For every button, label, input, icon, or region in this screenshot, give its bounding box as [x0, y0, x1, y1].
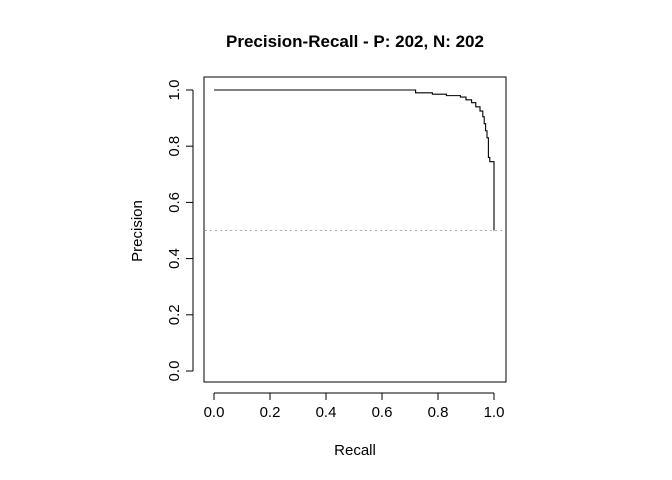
x-tick-label: 0.6: [372, 404, 393, 421]
y-axis: 0.0 0.2 0.4 0.6 0.8 1.0: [166, 80, 194, 382]
x-tick-label: 0.0: [204, 404, 225, 421]
plot-area: [205, 89, 505, 231]
x-axis: 0.0 0.2 0.4 0.6 0.8 1.0: [204, 392, 505, 421]
x-tick-label: 1.0: [484, 404, 505, 421]
y-tick-label: 0.4: [166, 248, 183, 269]
x-axis-label: Recall: [334, 442, 376, 459]
y-tick-label: 0.2: [166, 304, 183, 325]
x-tick-label: 0.2: [260, 404, 281, 421]
x-tick-label: 0.8: [428, 404, 449, 421]
y-axis-label: Precision: [129, 200, 146, 262]
chart-title: Precision-Recall - P: 202, N: 202: [226, 32, 484, 51]
y-tick-label: 1.0: [166, 80, 183, 101]
y-tick-label: 0.6: [166, 192, 183, 213]
x-tick-label: 0.4: [316, 404, 337, 421]
y-tick-label: 0.0: [166, 361, 183, 382]
pr-curve-line: [214, 89, 495, 231]
y-tick-label: 0.8: [166, 136, 183, 157]
plot-frame: [203, 76, 507, 383]
